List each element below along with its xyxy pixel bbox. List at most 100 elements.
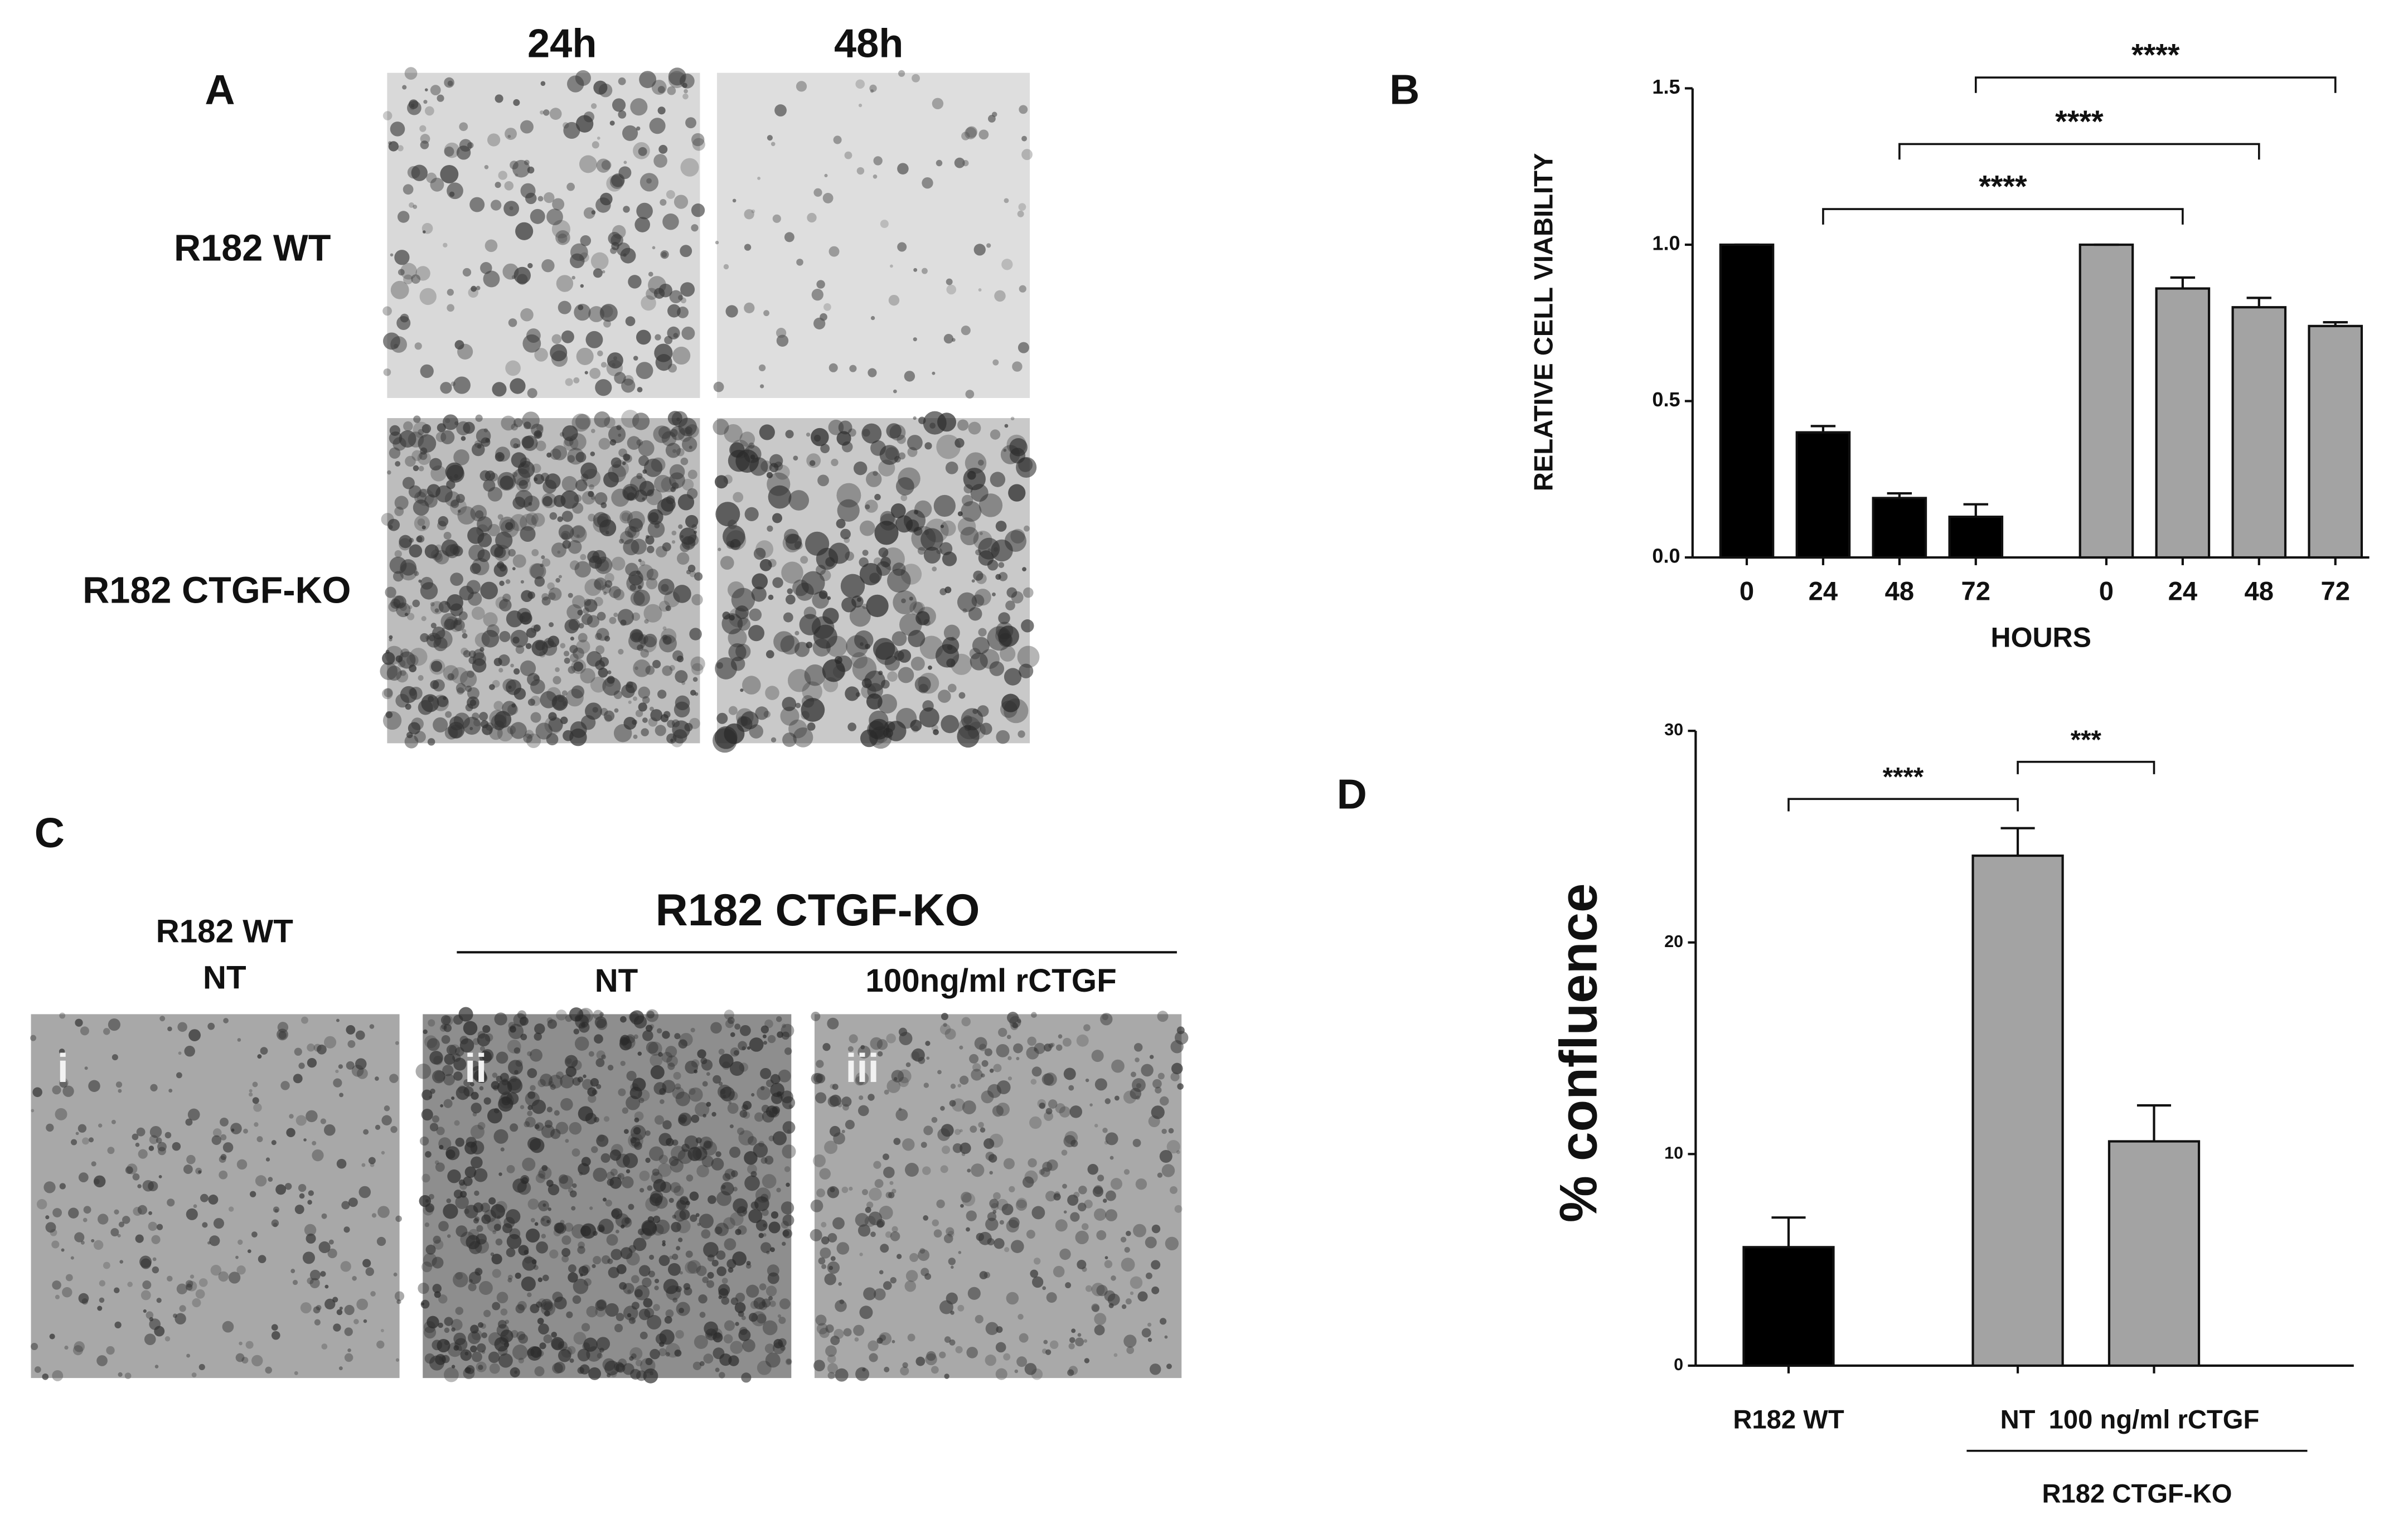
cell	[818, 1257, 826, 1265]
cell	[724, 1320, 735, 1331]
cell	[662, 665, 673, 676]
cell	[945, 461, 958, 474]
cell	[394, 506, 404, 516]
cell	[653, 154, 667, 168]
cell	[829, 1094, 842, 1107]
cell	[653, 474, 672, 493]
cell	[424, 88, 428, 91]
cell	[433, 1235, 441, 1244]
significance-label: ****	[2131, 38, 2180, 72]
cell	[34, 1366, 41, 1373]
cell	[643, 633, 657, 648]
cell	[493, 563, 508, 577]
cell	[851, 652, 868, 669]
cell	[541, 555, 545, 560]
cell	[588, 1051, 594, 1057]
cell	[729, 1124, 734, 1129]
cell	[381, 688, 393, 700]
cell	[561, 1255, 569, 1263]
cell	[411, 274, 421, 284]
cell	[220, 1117, 229, 1127]
cell	[669, 464, 685, 480]
cell	[447, 673, 454, 681]
cell	[658, 579, 675, 595]
cell	[755, 1219, 768, 1231]
cell	[1145, 1236, 1157, 1249]
cell	[1059, 1248, 1071, 1260]
cell	[787, 669, 811, 692]
cell	[996, 1326, 1003, 1333]
cell	[1068, 1366, 1078, 1375]
cell	[421, 424, 432, 434]
cell	[75, 1132, 79, 1135]
cell	[884, 1366, 890, 1372]
cell	[433, 1239, 444, 1250]
cell	[453, 449, 469, 465]
cell	[312, 1149, 324, 1162]
cell	[418, 675, 424, 681]
cell	[64, 1345, 69, 1350]
cell	[476, 1361, 487, 1372]
cell	[455, 1195, 469, 1209]
cell	[845, 1119, 855, 1130]
cell	[1135, 1057, 1140, 1062]
cell	[595, 1058, 605, 1067]
cell	[59, 1012, 66, 1019]
cell	[689, 628, 702, 640]
cell	[723, 1217, 735, 1230]
cell	[914, 676, 931, 693]
cell	[421, 1109, 433, 1121]
cell	[512, 1178, 527, 1193]
cell	[677, 1149, 693, 1164]
cell	[1012, 361, 1023, 372]
cell	[284, 1183, 292, 1190]
cell	[424, 544, 439, 559]
cell	[639, 560, 646, 566]
cell	[1053, 1193, 1061, 1201]
cell	[164, 1132, 172, 1139]
significance-bracket	[2017, 760, 2155, 774]
cell	[592, 1231, 598, 1236]
cell	[652, 1215, 661, 1224]
cell	[1030, 1079, 1037, 1085]
cell	[989, 1133, 1004, 1148]
cell	[821, 1236, 830, 1245]
cell	[593, 80, 608, 95]
cell	[403, 184, 414, 195]
cell	[867, 683, 883, 699]
cell	[609, 617, 617, 624]
cell	[493, 1085, 499, 1091]
cell	[876, 1337, 883, 1344]
cell	[650, 1371, 654, 1376]
cell	[869, 1353, 878, 1362]
cell	[985, 1322, 999, 1336]
cell	[450, 499, 459, 508]
cell	[873, 1161, 881, 1169]
cell	[821, 1222, 827, 1227]
cell	[589, 484, 595, 490]
cell	[941, 715, 959, 734]
cell	[658, 634, 677, 653]
cell	[951, 338, 956, 342]
cell	[230, 1123, 242, 1134]
cell	[673, 729, 687, 744]
cell	[609, 120, 615, 126]
cell	[578, 1266, 589, 1276]
cell	[998, 572, 1008, 581]
cell	[497, 454, 502, 459]
cell	[584, 579, 602, 596]
cell	[477, 1122, 486, 1130]
cell	[859, 520, 875, 536]
cell	[456, 145, 471, 160]
cell	[479, 712, 488, 721]
cell	[961, 501, 982, 522]
cell	[525, 1117, 536, 1128]
cell	[413, 465, 419, 472]
cell	[744, 209, 754, 220]
cell	[384, 1105, 390, 1112]
cell	[602, 1197, 607, 1202]
cell	[781, 1023, 794, 1037]
cell	[762, 1034, 767, 1038]
cell	[780, 706, 800, 726]
cell	[1093, 1185, 1103, 1195]
